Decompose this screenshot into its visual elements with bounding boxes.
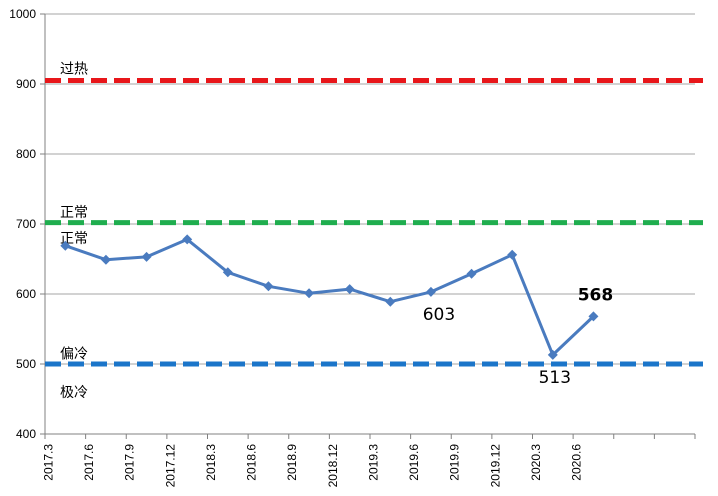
x-tick-label: 2019.9 [448,444,462,481]
data-point [100,254,111,265]
data-point [425,286,436,297]
data-labels: 603 513 568 [423,285,613,388]
x-tick-label: 2020.3 [529,444,543,481]
zone-label: 正常 [60,205,88,221]
data-point [547,349,558,360]
x-tick-label: 2020.6 [570,444,584,481]
data-point [141,251,152,262]
y-tick-label: 600 [16,287,36,301]
data-label: 568 [578,285,614,305]
x-tick-label: 2018.9 [285,444,299,481]
y-tick-label: 400 [16,427,36,441]
axes: 400 500 600 700 800 900 1000 2017.3 2017.6 2017.9… [9,7,696,488]
data-point [263,281,274,292]
x-tick-label: 2017.3 [41,444,55,481]
x-tick-label: 2018.6 [245,444,259,481]
data-point [385,296,396,307]
zone-label: 偏冷 [60,347,88,363]
x-tick-label: 2019.6 [407,444,421,481]
reference-lines [45,78,703,367]
zone-label: 极冷 [60,385,88,401]
data-point [60,240,71,251]
x-tick-label: 2018.12 [326,444,340,488]
y-tick-label: 1000 [9,7,36,21]
x-tick-label: 2017.12 [163,444,177,488]
data-point [507,249,518,260]
data-label: 513 [539,368,571,388]
x-tick-label: 2019.12 [488,444,502,488]
data-point [588,311,599,322]
data-point [222,267,233,278]
data-point [344,284,355,295]
x-tick-label: 2017.6 [82,444,96,481]
data-point [304,288,315,299]
data-point [466,268,477,279]
data-label: 603 [423,305,455,325]
series-line [64,237,595,357]
series [60,234,599,360]
y-tick-label: 900 [16,77,36,91]
data-point [182,234,193,245]
x-tick-label: 2017.9 [123,444,137,481]
gridlines [45,13,695,365]
x-tick-label: 2018.3 [204,444,218,481]
y-tick-label: 500 [16,357,36,371]
y-tick-label: 800 [16,147,36,161]
x-tick-label: 2019.3 [366,444,380,481]
zone-label: 过热 [60,62,88,78]
y-tick-label: 700 [16,217,36,231]
